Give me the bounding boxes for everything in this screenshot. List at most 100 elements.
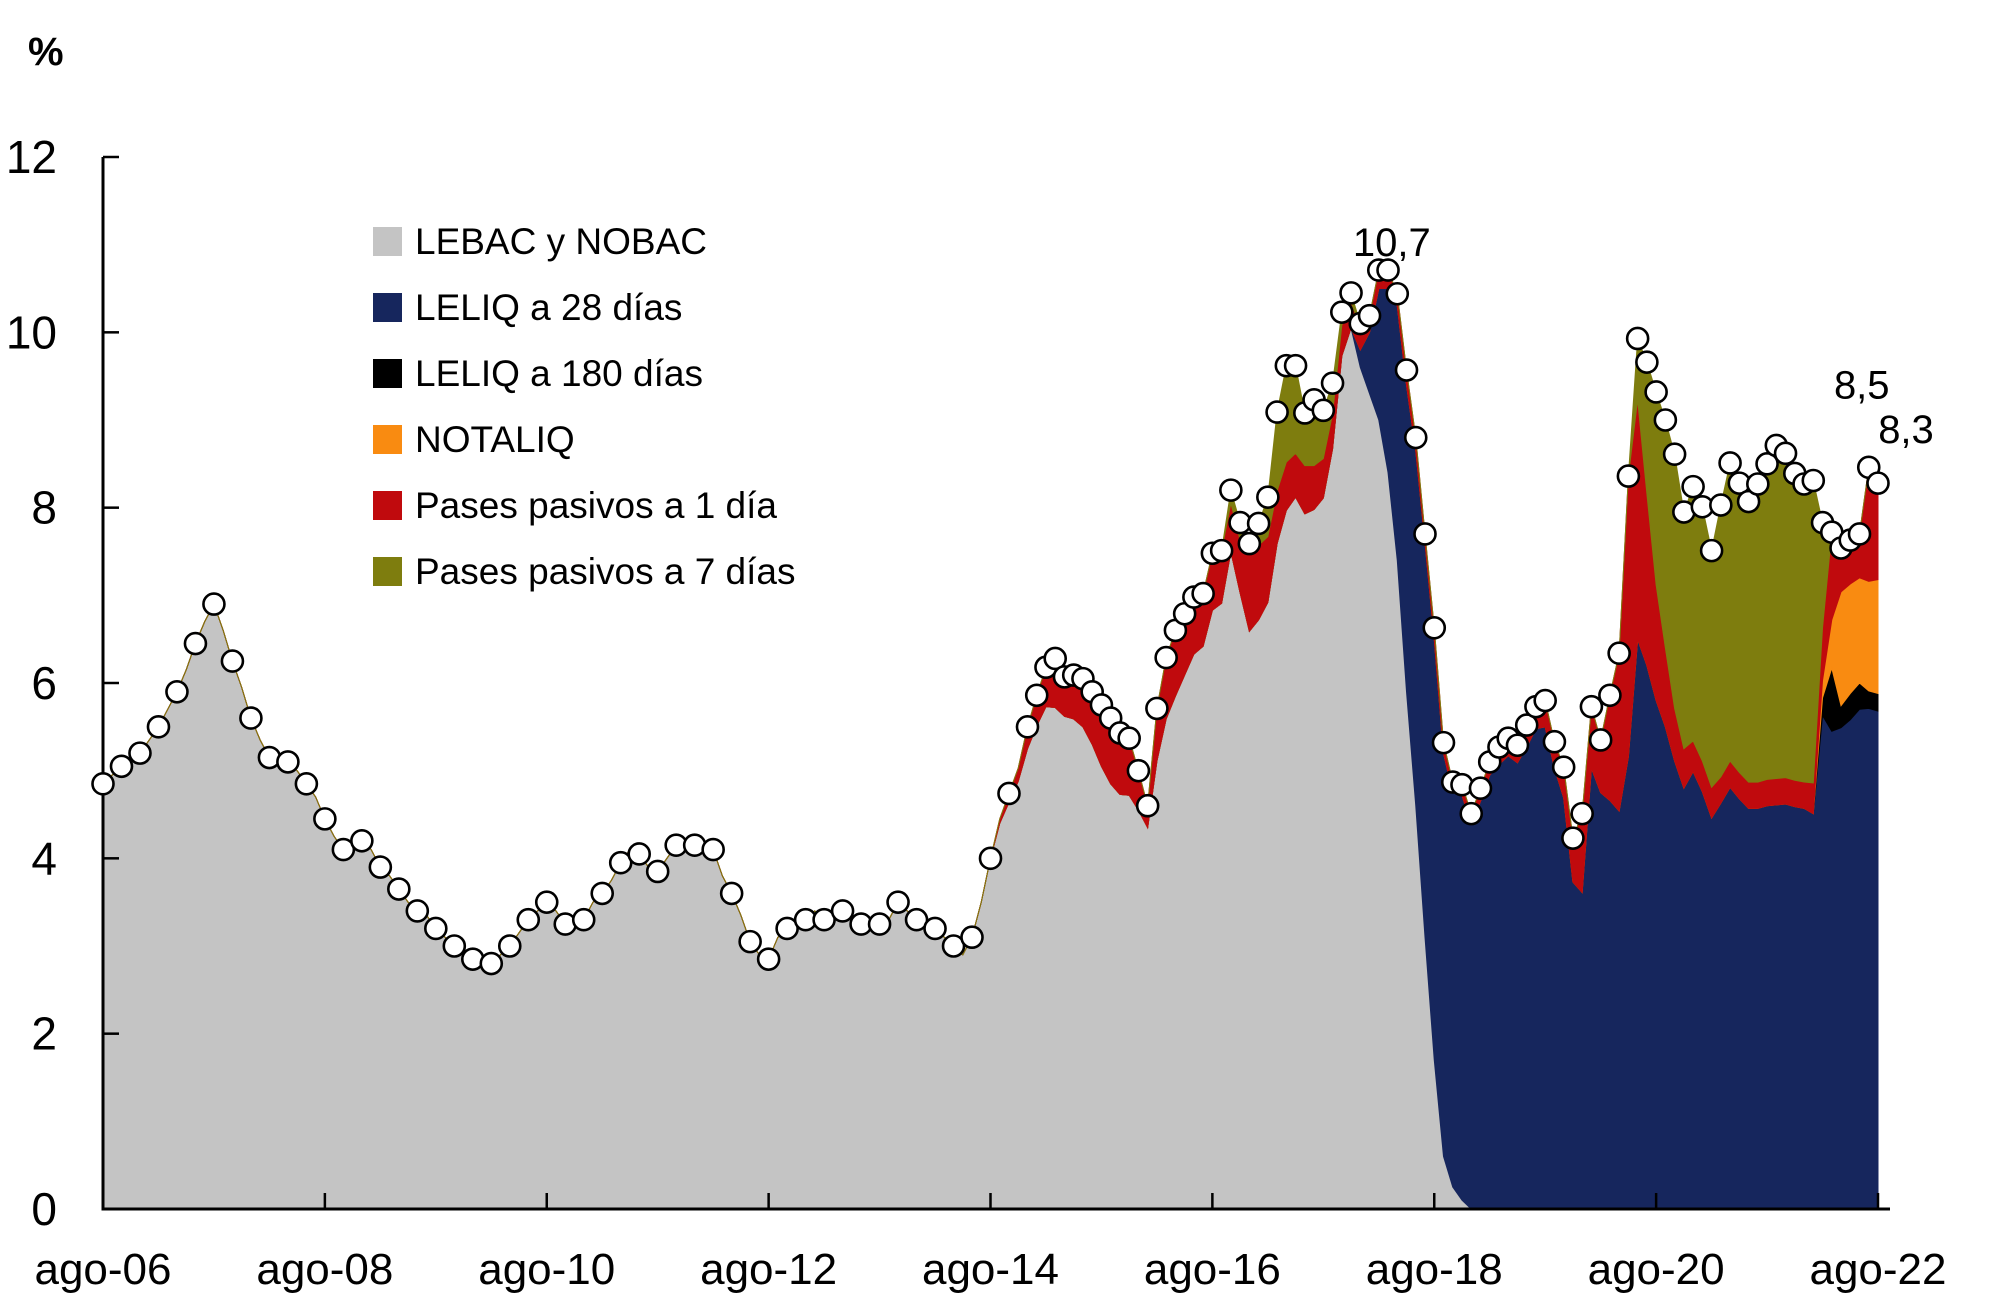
- legend-swatch-lebac: [373, 226, 402, 256]
- data-point-marker: [1154, 645, 1178, 670]
- value-annotation: 10,7: [1353, 221, 1431, 265]
- legend-item-leliq180: LELIQ a 180 días: [373, 340, 796, 406]
- data-point-marker: [294, 772, 319, 796]
- y-tick-label: 4: [31, 832, 57, 884]
- data-point-marker: [1145, 696, 1169, 721]
- legend-item-pases1: Pases pasivos a 1 día: [373, 472, 796, 538]
- data-point-marker: [1746, 472, 1770, 496]
- legend-item-pases7: Pases pasivos a 7 días: [373, 538, 796, 604]
- data-point-marker: [1311, 398, 1336, 423]
- data-point-marker: [165, 679, 189, 704]
- data-point-marker: [331, 837, 356, 862]
- data-point-marker: [1542, 729, 1567, 754]
- legend-swatch-pases1: [373, 490, 402, 520]
- data-point-marker: [1718, 451, 1742, 475]
- data-point-marker: [442, 934, 467, 958]
- data-point-marker: [608, 850, 633, 875]
- data-point-marker: [1256, 485, 1280, 509]
- data-point-marker: [276, 750, 300, 774]
- data-point-marker: [1505, 733, 1530, 758]
- data-point-marker: [1681, 474, 1705, 499]
- legend-label-pases7: Pases pasivos a 7 días: [415, 550, 796, 592]
- data-point-marker: [1126, 758, 1151, 783]
- data-point-marker: [146, 715, 171, 739]
- x-tick-label: ago-12: [700, 1245, 837, 1294]
- x-tick-label: ago-08: [256, 1245, 393, 1294]
- data-point-marker: [1579, 694, 1604, 719]
- data-point-marker: [1015, 715, 1040, 739]
- legend-swatch-notaliq: [373, 424, 402, 454]
- data-point-marker: [1625, 326, 1650, 351]
- data-point-marker: [1468, 776, 1493, 801]
- data-point-marker: [812, 907, 836, 932]
- data-point-marker: [479, 951, 504, 976]
- data-point-marker: [1847, 522, 1872, 546]
- data-point-marker: [1376, 258, 1400, 282]
- data-point-marker: [1755, 452, 1779, 476]
- x-tick-label: ago-20: [1588, 1245, 1725, 1294]
- data-point-marker: [1117, 726, 1141, 751]
- data-point-marker: [1219, 478, 1243, 502]
- data-point-marker: [1514, 713, 1539, 737]
- data-point-marker: [350, 828, 374, 853]
- data-point-marker: [220, 649, 245, 673]
- data-point-marker: [960, 925, 984, 950]
- data-point-marker: [645, 859, 670, 884]
- data-point-marker: [202, 592, 226, 616]
- data-point-marker: [1403, 425, 1428, 450]
- data-point-marker: [1801, 468, 1826, 493]
- data-point-marker: [1413, 522, 1437, 546]
- data-point-marker: [1024, 683, 1049, 708]
- data-point-marker: [1866, 471, 1890, 495]
- data-point-marker: [571, 907, 596, 932]
- data-point-marker: [1394, 358, 1419, 382]
- data-point-marker: [1616, 464, 1641, 488]
- y-tick-label: 10: [6, 306, 57, 358]
- data-point-marker: [738, 929, 762, 954]
- data-point-marker: [1570, 801, 1594, 826]
- data-point-marker: [1237, 531, 1262, 556]
- data-point-marker: [91, 772, 115, 796]
- data-point-marker: [1598, 683, 1622, 708]
- data-point-marker: [109, 754, 134, 779]
- data-point-marker: [516, 907, 541, 932]
- data-point-marker: [904, 907, 929, 932]
- data-point-marker: [1533, 688, 1557, 713]
- data-point-marker: [239, 706, 263, 730]
- data-point-marker: [1635, 350, 1659, 374]
- x-tick-label: ago-22: [1809, 1245, 1946, 1294]
- data-point-marker: [923, 916, 947, 941]
- y-tick-label: 2: [31, 1008, 57, 1060]
- data-point-marker: [1339, 281, 1363, 305]
- data-point-marker: [1699, 538, 1724, 563]
- data-point-marker: [719, 881, 744, 906]
- legend-swatch-leliq28: [373, 292, 402, 322]
- legend-label-leliq28: LELIQ a 28 días: [415, 286, 683, 328]
- data-point-marker: [1209, 538, 1234, 563]
- data-point-marker: [424, 916, 448, 941]
- data-point-marker: [1320, 371, 1345, 395]
- data-point-marker: [590, 881, 615, 906]
- data-point-marker: [1551, 755, 1576, 779]
- data-point-marker: [368, 855, 393, 879]
- x-tick-label: ago-06: [34, 1245, 171, 1294]
- y-tick-label: 8: [31, 482, 57, 534]
- data-point-marker: [497, 934, 522, 958]
- x-tick-label: ago-14: [922, 1245, 1059, 1294]
- legend-label-leliq180: LELIQ a 180 días: [415, 352, 703, 394]
- data-point-marker: [1385, 281, 1410, 306]
- data-point-marker: [534, 890, 559, 914]
- data-point-marker: [1653, 408, 1678, 432]
- data-point-marker: [1773, 441, 1798, 466]
- data-point-marker: [1043, 646, 1068, 671]
- data-point-marker: [405, 899, 430, 923]
- legend-label-lebac: LEBAC y NOBAC: [415, 220, 707, 262]
- y-tick-label: 12: [6, 131, 57, 183]
- data-point-marker: [1265, 400, 1289, 424]
- data-point-marker: [183, 631, 208, 656]
- data-point-marker: [1422, 615, 1447, 640]
- data-point-marker: [1644, 380, 1668, 404]
- legend-swatch-leliq180: [373, 358, 402, 388]
